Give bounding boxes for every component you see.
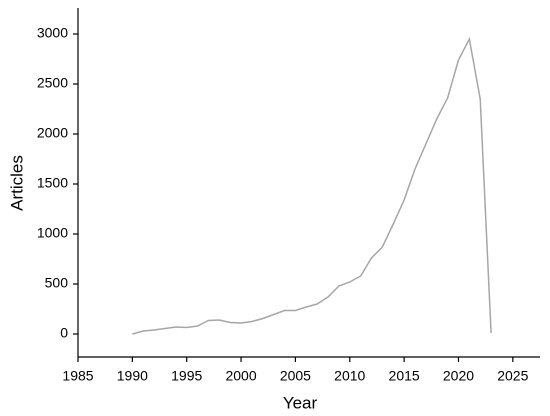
y-tick-label: 3000 bbox=[37, 25, 68, 41]
y-tick-label: 1500 bbox=[37, 175, 68, 191]
x-tick-label: 2010 bbox=[334, 368, 365, 384]
y-tick-label: 2500 bbox=[37, 75, 68, 91]
x-tick-label: 1985 bbox=[62, 368, 93, 384]
y-axis-label: Articles bbox=[7, 155, 26, 211]
y-tick-label: 2000 bbox=[37, 125, 68, 141]
data-line bbox=[132, 36, 492, 335]
y-tick-label: 1000 bbox=[37, 225, 68, 241]
y-tick-label: 0 bbox=[60, 325, 68, 341]
x-tick-label: 2015 bbox=[389, 368, 420, 384]
x-tick-label: 1995 bbox=[171, 368, 202, 384]
x-tick-label: 2025 bbox=[497, 368, 528, 384]
x-tick-label: 2000 bbox=[225, 368, 256, 384]
x-tick-label: 2020 bbox=[443, 368, 474, 384]
x-tick-label: 2005 bbox=[280, 368, 311, 384]
x-tick-label: 1990 bbox=[117, 368, 148, 384]
x-axis-label: Year bbox=[283, 393, 318, 412]
y-tick-label: 500 bbox=[45, 275, 69, 291]
